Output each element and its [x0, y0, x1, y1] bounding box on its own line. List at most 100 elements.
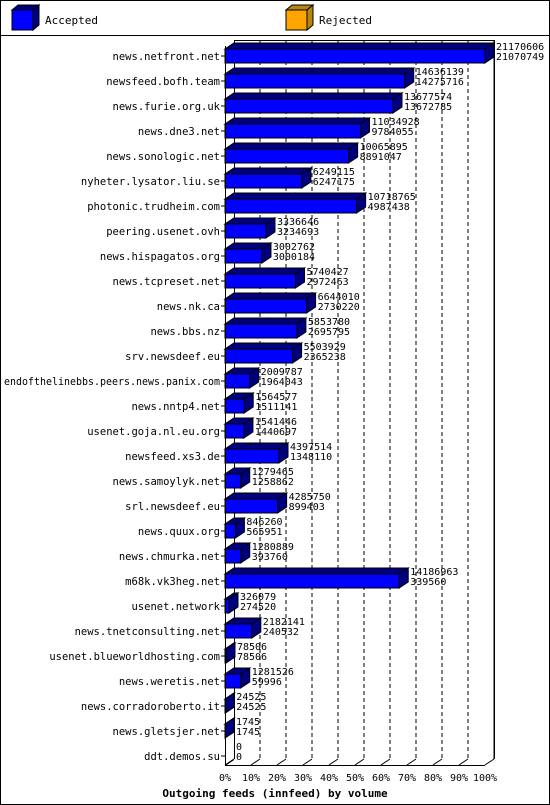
value-label-rejected: 2972463	[306, 277, 348, 288]
legend-swatch-accepted-front	[11, 9, 34, 31]
value-label-accepted: 846260	[246, 517, 282, 528]
bar-accepted-news-nntp4-net-front	[224, 398, 245, 414]
bar-accepted-news-weretis-net	[223, 667, 252, 689]
x-tick-label: 50%	[346, 773, 364, 784]
category-label: srv.newsdeef.eu	[125, 351, 220, 363]
bar-accepted-news-bbs-nz	[223, 317, 308, 339]
value-label-accepted: 4285750	[289, 492, 331, 503]
bar-accepted-news-netfront-net-front	[224, 48, 486, 64]
category-label: news.weretis.net	[119, 676, 220, 688]
bar-accepted-news-netfront-net-top	[223, 42, 496, 50]
bar-accepted-endofthelinebbs-peers-news-panix-com	[223, 367, 261, 389]
value-label-rejected: 78506	[237, 652, 267, 663]
x-tick-label: 40%	[320, 773, 338, 784]
bar-accepted-newsfeed-xs3-de	[223, 442, 290, 464]
value-label-rejected: 2730220	[318, 302, 360, 313]
x-tick-label: 10%	[242, 773, 260, 784]
value-label-accepted: 2182141	[263, 617, 305, 628]
category-label: peering.usenet.ovh	[106, 226, 220, 238]
category-label: news.quux.org	[138, 526, 220, 538]
value-label-accepted: 78506	[237, 642, 267, 653]
value-label-accepted: 21170606	[496, 42, 544, 53]
bar-accepted-m68k-vk3heg-net-top	[223, 567, 410, 575]
value-label-accepted: 10065895	[360, 142, 408, 153]
bar-accepted-peering-usenet-ovh-front	[224, 223, 267, 239]
legend-item-accepted: Accepted	[10, 3, 98, 32]
value-label-rejected: 393760	[252, 552, 288, 563]
x-tick-label: 60%	[372, 773, 390, 784]
bar-accepted-newsfeed-xs3-de-front	[224, 448, 280, 464]
category-label: srl.newsdeef.eu	[125, 501, 220, 513]
value-label-accepted: 6249115	[313, 167, 355, 178]
category-label: news.tcpreset.net	[113, 276, 220, 288]
value-label-accepted: 0	[236, 742, 242, 753]
value-label-rejected: 1511141	[255, 402, 297, 413]
value-label-rejected: 1745	[236, 727, 260, 738]
bar-accepted-news-quux-org-front	[224, 523, 236, 539]
category-label: news.hispagatos.org	[100, 251, 220, 263]
value-label-accepted: 3002762	[273, 242, 315, 253]
bar-accepted-usenet-goja-nl-eu-org-front	[224, 423, 245, 439]
bar-accepted-news-dne3-net-front	[224, 123, 362, 139]
bar-accepted-news-nk-ca-front	[224, 298, 308, 314]
bar-accepted-news-samoylyk-net	[223, 467, 252, 489]
bar-accepted-news-nk-ca-top	[223, 292, 318, 300]
bar-accepted-nyheter-lysator-liu-se-top	[223, 167, 313, 175]
category-label: news.sonologic.net	[106, 151, 220, 163]
x-tick	[458, 758, 469, 766]
value-label-rejected: 899403	[289, 502, 325, 513]
value-label-rejected: 21070749	[496, 52, 544, 63]
value-label-rejected: 8891047	[360, 152, 402, 163]
x-tick	[406, 758, 417, 766]
category-label: news.chmurka.net	[119, 551, 220, 563]
category-label: news.netfront.net	[113, 51, 220, 63]
bar-accepted-news-bbs-nz-front	[224, 323, 298, 339]
x-tick	[302, 758, 313, 766]
value-label-accepted: 3336646	[277, 217, 319, 228]
category-label: newsfeed.bofh.team	[106, 76, 220, 88]
value-label-accepted: 14636139	[416, 67, 464, 78]
value-label-accepted: 1564577	[255, 392, 297, 403]
x-tick-label: 30%	[294, 773, 312, 784]
value-label-accepted: 13677574	[404, 92, 452, 103]
legend-swatch-accepted-side	[32, 3, 40, 32]
bar-accepted-news-sonologic-net-front	[224, 148, 350, 164]
category-label: news.bbs.nz	[150, 326, 220, 338]
bar-accepted-endofthelinebbs-peers-news-panix-com-front	[224, 373, 251, 389]
bar-accepted-news-sonologic-net	[223, 142, 360, 164]
value-label-accepted: 24525	[236, 692, 266, 703]
value-label-rejected: 2365238	[304, 352, 346, 363]
legend-swatch-rejected-side	[306, 3, 314, 32]
value-label-rejected: 24525	[236, 702, 266, 713]
value-label-accepted: 5740427	[306, 267, 348, 278]
bar-accepted-newsfeed-xs3-de-top	[223, 442, 290, 450]
category-label: news.tnetconsulting.net	[75, 626, 220, 638]
value-label-rejected: 3234693	[277, 227, 319, 238]
bar-accepted-usenet-goja-nl-eu-org	[223, 417, 255, 439]
x-tick	[432, 758, 443, 766]
value-label-rejected: 9784055	[372, 127, 414, 138]
chart-title: Outgoing feeds (innfeed) by volume	[162, 787, 388, 800]
category-label: m68k.vk3heg.net	[125, 576, 220, 588]
category-label: news.gletsjer.net	[113, 726, 220, 738]
category-label: news.dne3.net	[138, 126, 220, 138]
value-label-accepted: 4397514	[290, 442, 332, 453]
bar-accepted-nyheter-lysator-liu-se-front	[224, 173, 303, 189]
value-label-accepted: 1541446	[255, 417, 297, 428]
category-label: usenet.blueworldhosting.com	[49, 651, 220, 663]
x-axis: 0% 10% 20% 30% 40% 50% 60% 70% 80% 90% 100%	[219, 758, 497, 784]
bar-accepted-news-netfront-net	[223, 42, 496, 64]
bar-accepted-srl-newsdeef-eu-top	[223, 492, 289, 500]
x-tick-label: 80%	[424, 773, 442, 784]
x-tick-label: 0%	[219, 773, 231, 784]
value-label-rejected: 274520	[240, 602, 276, 613]
bar-accepted-srv-newsdeef-eu-front	[224, 348, 294, 364]
bar-accepted-news-tnetconsulting-net	[223, 617, 263, 639]
value-label-accepted: 5503929	[304, 342, 346, 353]
bar-accepted-news-hispagatos-org	[223, 242, 273, 264]
x-tick	[224, 758, 235, 766]
category-label: photonic.trudheim.com	[87, 201, 220, 213]
value-label-rejected: 6247175	[313, 177, 355, 188]
